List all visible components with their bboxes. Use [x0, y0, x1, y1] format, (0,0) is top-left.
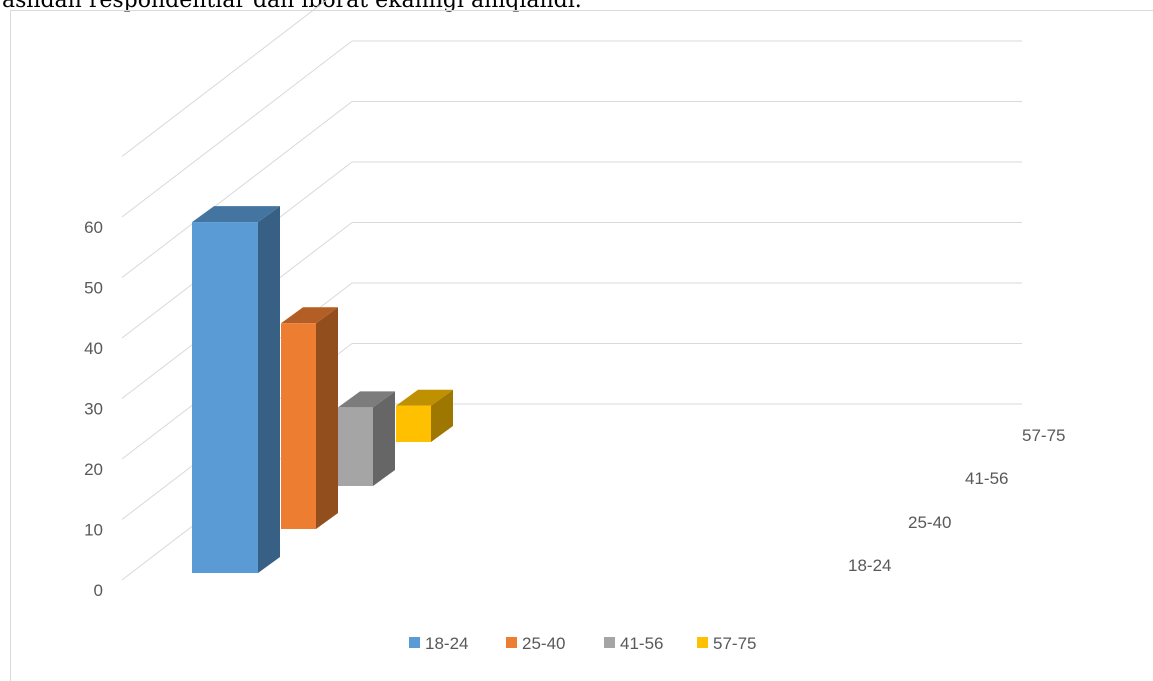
bar-side-18-24	[258, 206, 280, 573]
legend-swatch	[409, 637, 420, 648]
y-tick-label: 20	[84, 460, 103, 479]
y-tick-label: 50	[84, 279, 103, 298]
gridline-depth	[121, 40, 353, 218]
depth-axis-label: 41-56	[965, 469, 1008, 488]
bar-side-41-56	[373, 391, 395, 486]
depth-axis-label: 57-75	[1022, 426, 1065, 445]
caption-text: aslıdan respondentlar dan iborat ekanlig…	[2, 0, 582, 13]
bar-side-25-40	[316, 307, 338, 529]
bar-top-18-24	[192, 206, 280, 223]
depth-axis-label: 18-24	[848, 556, 891, 575]
bar-25-40	[281, 323, 316, 529]
chart-frame	[10, 10, 1153, 681]
legend-swatch	[697, 637, 708, 648]
bar-top-25-40	[281, 307, 338, 324]
legend-swatch	[604, 637, 615, 648]
bar-18-24	[192, 222, 258, 573]
bar-top-57-75	[396, 389, 453, 406]
y-tick-label: 40	[84, 339, 103, 358]
y-tick-label: 30	[84, 400, 103, 419]
bar-top-41-56	[338, 391, 395, 408]
y-tick-label: 10	[84, 521, 103, 540]
bar-41-56	[338, 407, 373, 486]
legend-label: 57-75	[713, 634, 756, 653]
legend-label: 18-24	[425, 634, 468, 653]
depth-axis-label: 25-40	[908, 513, 951, 532]
gridline-depth	[121, 101, 353, 278]
legend-label: 25-40	[522, 634, 565, 653]
bar-57-75	[396, 405, 431, 442]
legend-label: 41-56	[620, 634, 663, 653]
y-tick-label: 0	[94, 581, 103, 600]
legend-swatch	[506, 637, 517, 648]
bar-side-57-75	[431, 389, 453, 442]
y-tick-label: 60	[84, 218, 103, 237]
gridline-depth	[121, 0, 328, 157]
